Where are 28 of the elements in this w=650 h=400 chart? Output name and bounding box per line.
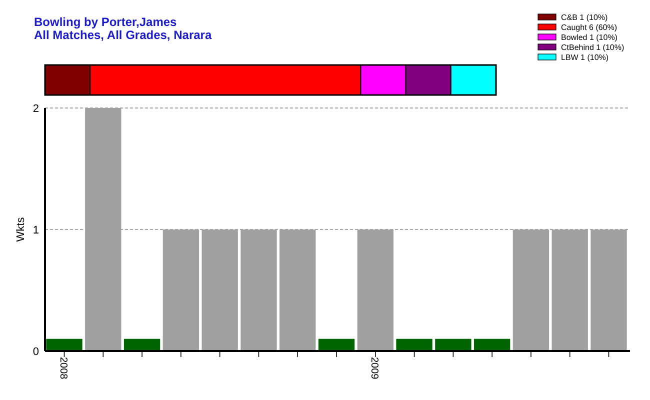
bar <box>202 230 238 351</box>
bar <box>590 230 627 351</box>
legend-label: LBW 1 (10%) <box>561 53 609 62</box>
bar <box>318 338 355 351</box>
bar <box>85 108 122 351</box>
bar <box>474 338 510 351</box>
legend-label: CtBehind 1 (10%) <box>561 43 624 52</box>
bar <box>552 230 588 351</box>
bar <box>240 230 277 351</box>
bar <box>124 338 160 351</box>
bar <box>46 338 82 351</box>
legend-label: Caught 6 (60%) <box>561 23 618 32</box>
x-tick-label: 2009 <box>368 357 380 380</box>
y-tick-label: 0 <box>32 346 39 358</box>
y-axis-title: Wkts <box>15 216 27 242</box>
legend-label: C&B 1 (10%) <box>561 13 608 22</box>
chart-subtitle: All Matches, All Grades, Narara <box>34 28 212 42</box>
y-tick-label: 1 <box>32 224 39 236</box>
bar <box>512 230 550 351</box>
legend-label: Bowled 1 (10%) <box>561 33 618 42</box>
chart-title: Bowling by Porter,James <box>34 15 178 29</box>
bar <box>357 230 394 351</box>
bar <box>280 230 316 351</box>
x-tick-label: 2008 <box>57 357 68 380</box>
bar <box>396 338 432 351</box>
bar <box>435 338 472 351</box>
y-tick-label: 2 <box>32 103 39 115</box>
bar <box>162 230 200 351</box>
